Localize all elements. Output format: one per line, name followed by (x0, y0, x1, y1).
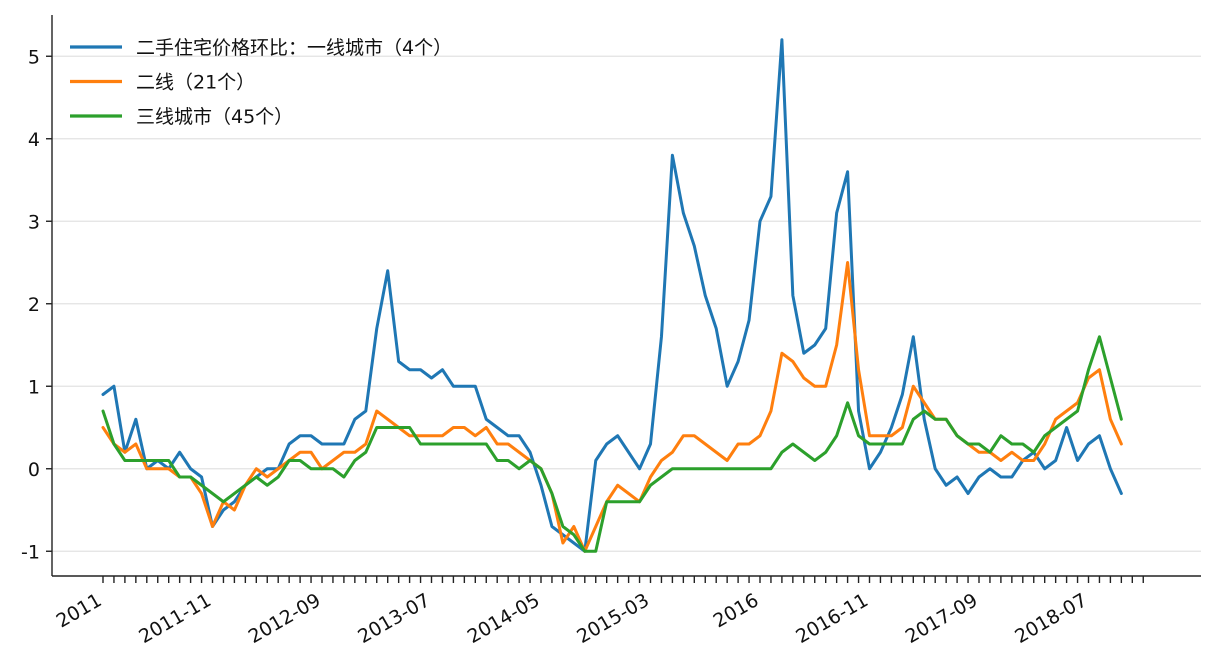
x-tick-label: 2015-03 (573, 589, 653, 648)
series-line-2 (101, 261, 1123, 553)
y-tick-label: 4 (28, 129, 40, 151)
x-tick-label: 2013-07 (354, 589, 434, 648)
y-tick-label: 2 (28, 294, 40, 316)
legend: 二手住宅价格环比：一线城市（4个） 二线（21个） 三线城市（45个） (70, 37, 452, 128)
y-tick-label: 0 (28, 459, 40, 481)
y-tick-label: 1 (28, 376, 40, 398)
series-line-1 (101, 38, 1123, 553)
x-tick-label: 2011-11 (135, 589, 215, 648)
x-tick-label: 2011 (53, 589, 106, 632)
legend-label-2: 二线（21个） (136, 72, 255, 94)
y-tick-label: -1 (21, 541, 40, 563)
axes (51, 15, 1201, 577)
x-axis-ticks: 2011 2011-11 2012-09 2013-07 2014-05 2015-03 2… (53, 576, 1144, 648)
x-tick-label: 2012-09 (245, 589, 325, 648)
x-tick-label: 2016 (710, 589, 763, 632)
x-tick-label: 2017-09 (902, 589, 982, 648)
series-line-3 (101, 335, 1123, 553)
grid-lines (52, 55, 1201, 552)
x-tick-label: 2018-07 (1011, 589, 1091, 648)
y-axis-ticks: -1 0 1 2 3 4 5 (21, 46, 52, 563)
legend-label-3: 三线城市（45个） (136, 106, 293, 128)
x-tick-label: 2016-11 (792, 589, 872, 648)
y-tick-label: 3 (28, 211, 40, 233)
y-tick-label: 5 (28, 46, 40, 68)
series-lines (101, 38, 1123, 553)
legend-label-1: 二手住宅价格环比：一线城市（4个） (136, 37, 452, 59)
x-tick-label: 2014-05 (464, 589, 544, 648)
